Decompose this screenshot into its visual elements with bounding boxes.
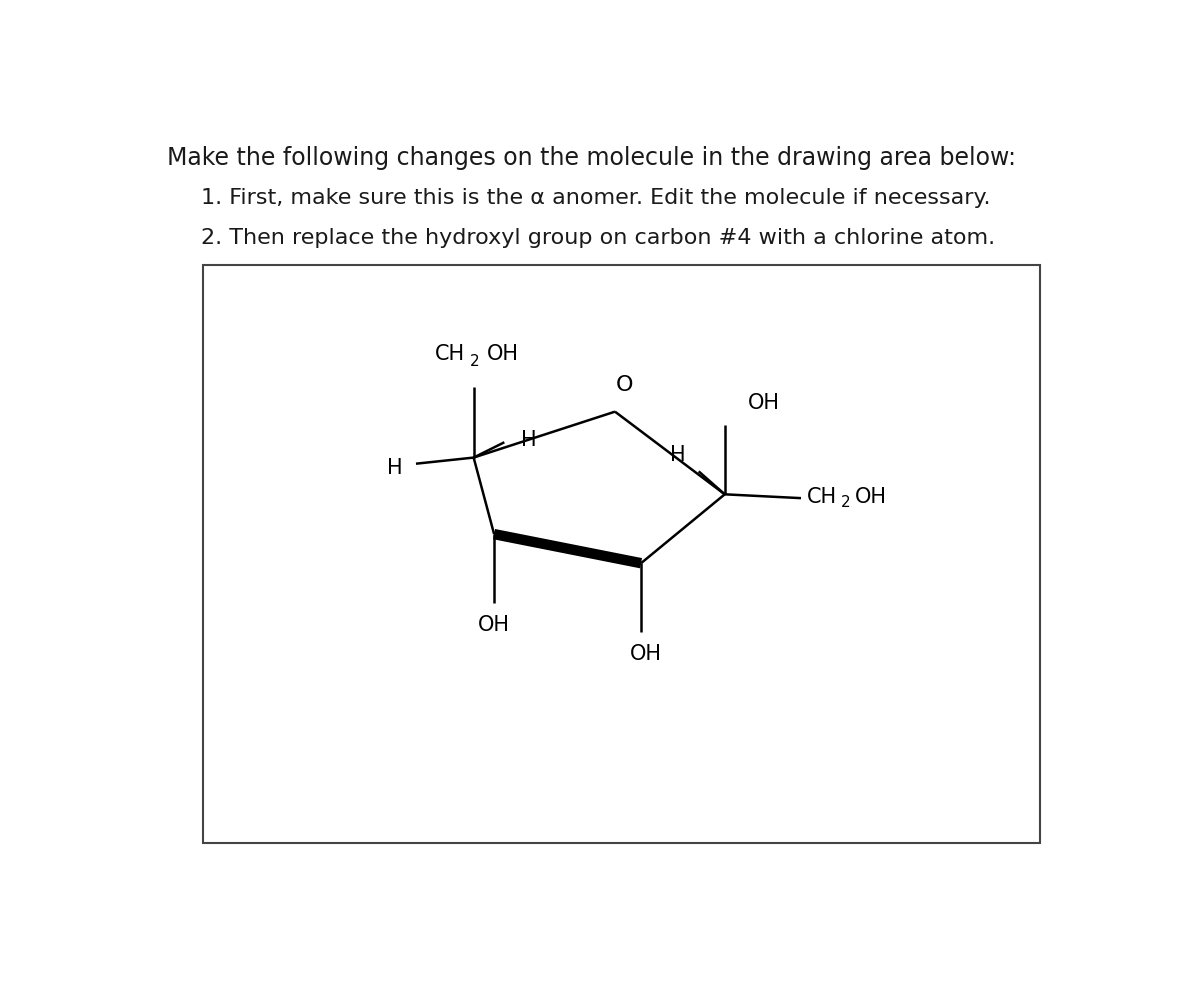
Text: 1. First, make sure this is the α anomer. Edit the molecule if necessary.: 1. First, make sure this is the α anomer…: [202, 188, 991, 208]
Text: 2: 2: [841, 495, 851, 510]
Text: H: H: [388, 457, 403, 477]
Text: CH: CH: [806, 487, 836, 507]
Text: OH: OH: [854, 487, 887, 507]
Text: OH: OH: [478, 615, 510, 635]
Text: CH: CH: [434, 344, 464, 364]
Text: H: H: [670, 445, 685, 465]
Text: 2. Then replace the hydroxyl group on carbon #4 with a chlorine atom.: 2. Then replace the hydroxyl group on ca…: [202, 228, 995, 248]
Text: OH: OH: [630, 644, 661, 664]
FancyBboxPatch shape: [203, 264, 1040, 843]
Text: Make the following changes on the molecule in the drawing area below:: Make the following changes on the molecu…: [167, 146, 1015, 170]
Text: H: H: [521, 430, 536, 450]
Text: O: O: [616, 375, 634, 395]
Text: 2: 2: [470, 354, 480, 369]
Text: OH: OH: [487, 344, 518, 364]
Text: OH: OH: [748, 394, 780, 414]
